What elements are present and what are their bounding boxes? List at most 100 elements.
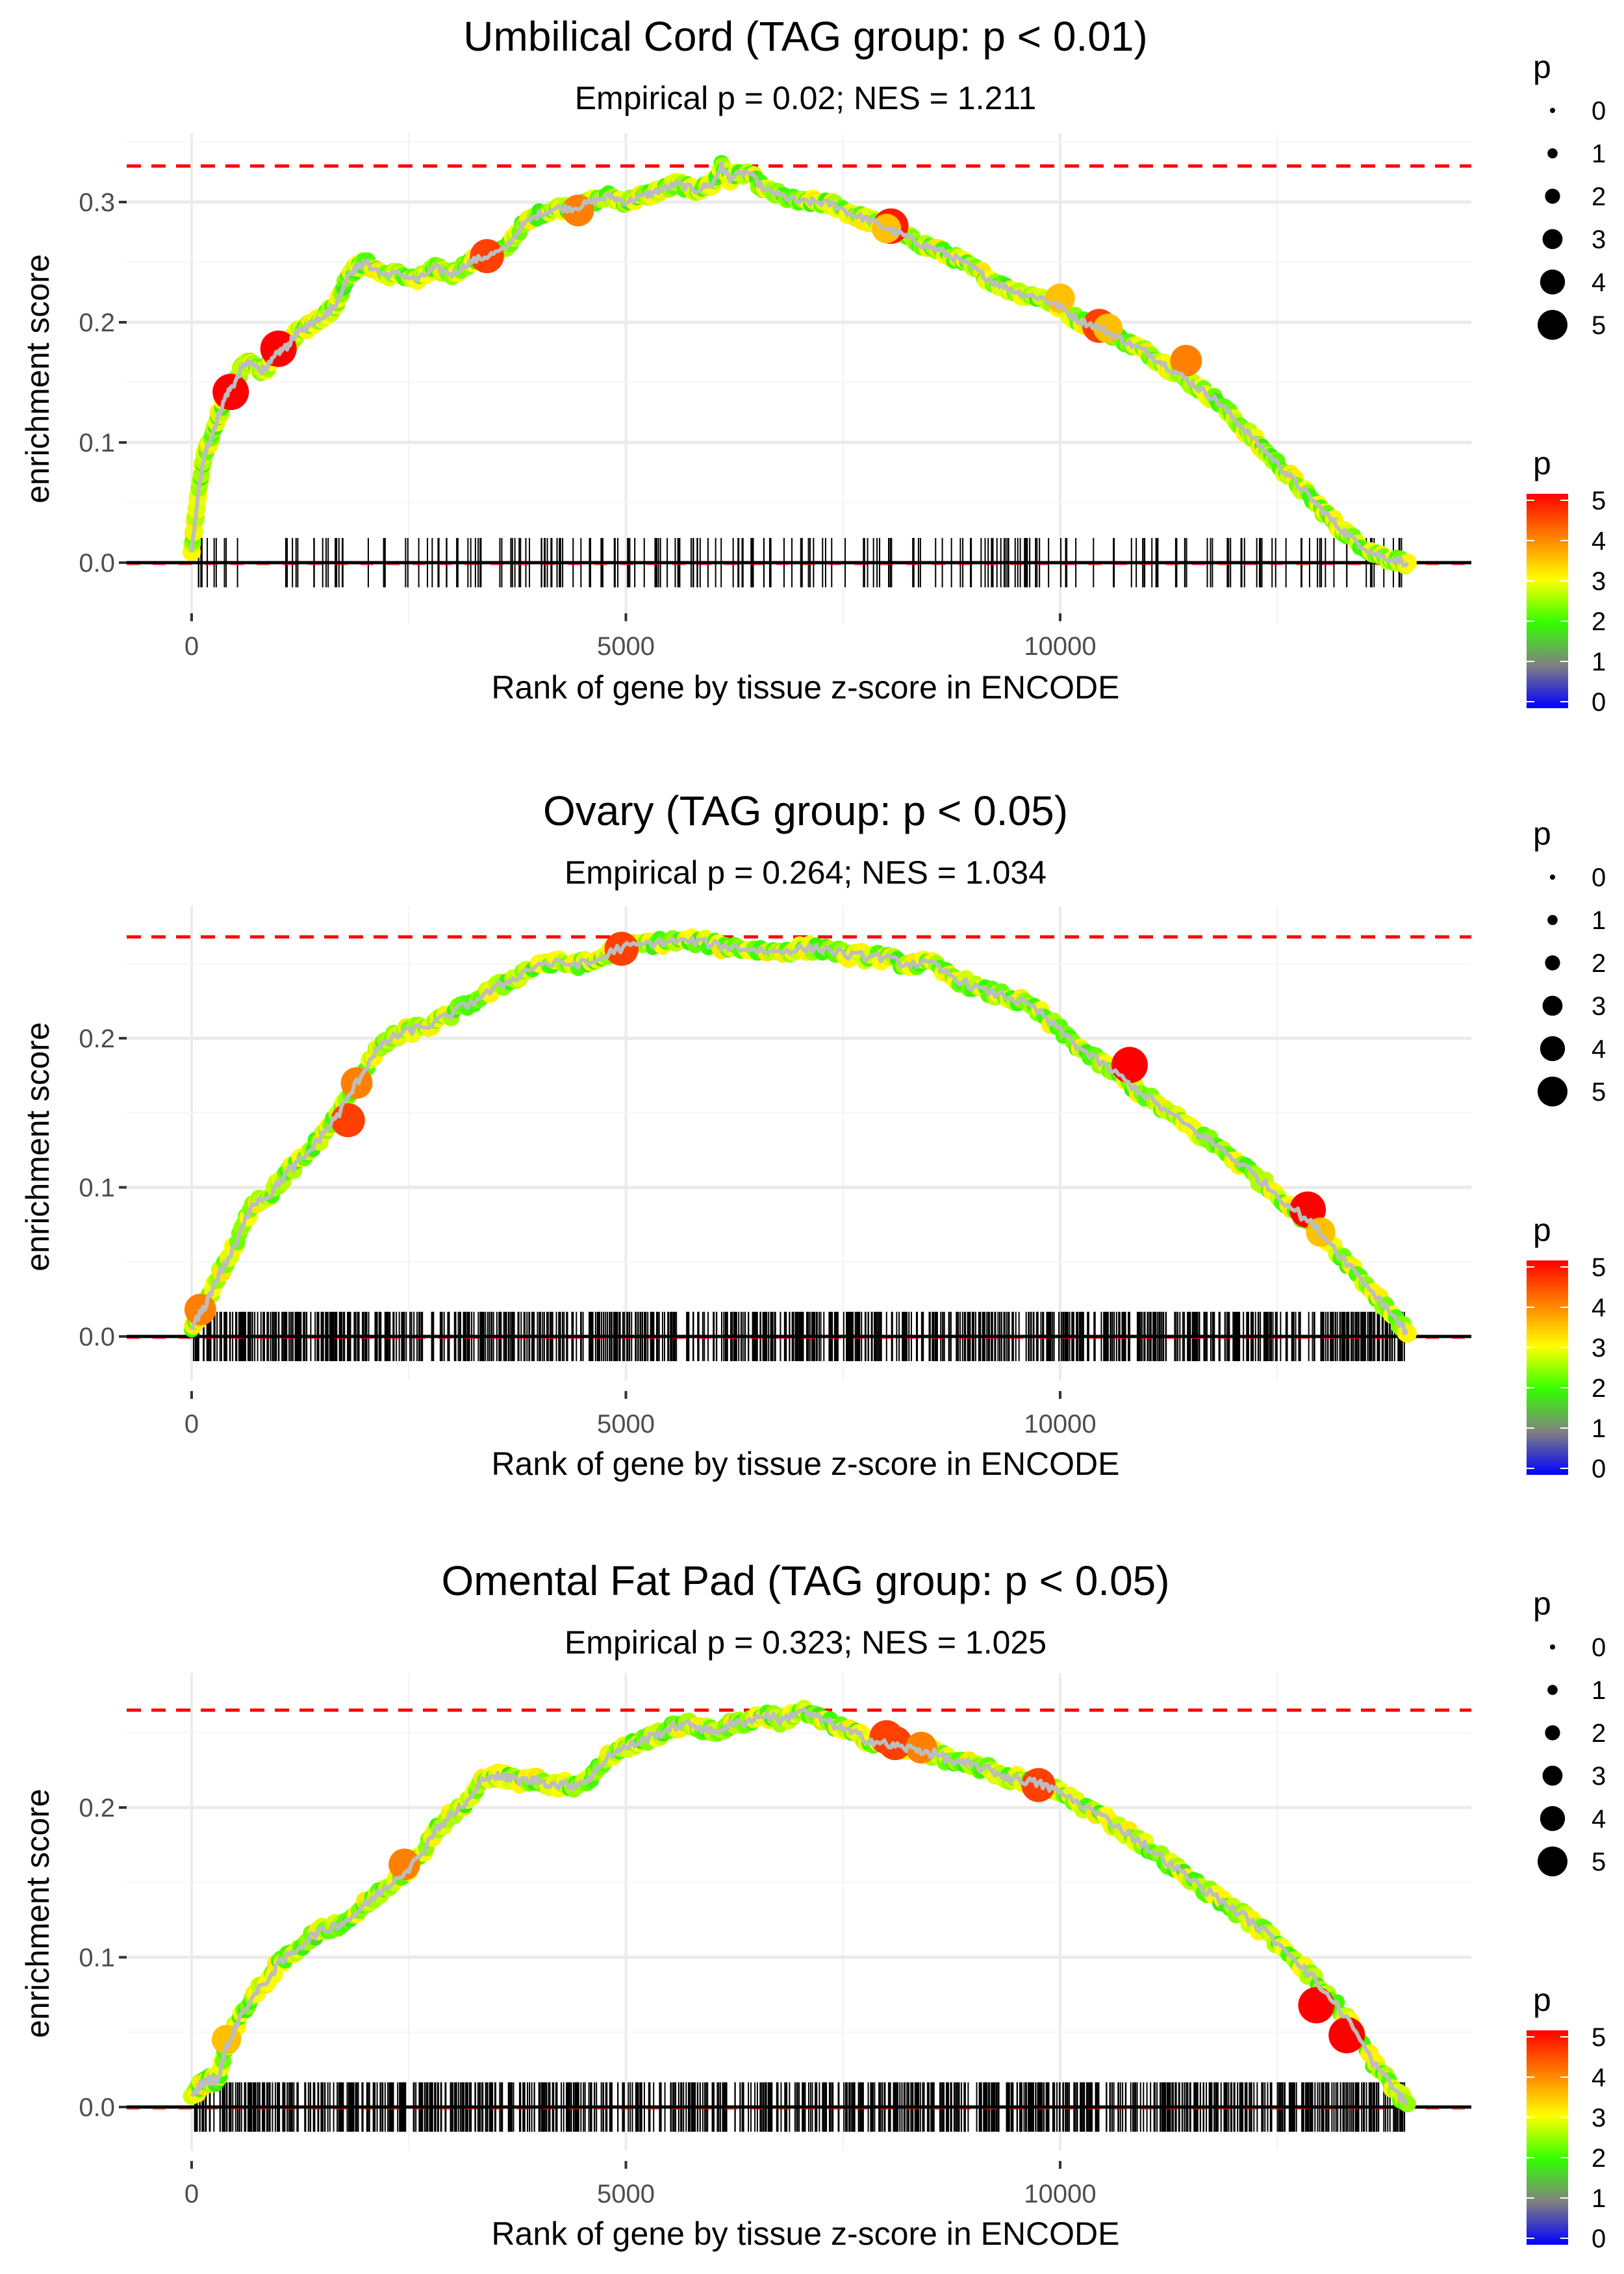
x-tick-label: 0 (184, 1410, 199, 1438)
color-legend-title: p (1533, 1982, 1551, 2018)
y-tick-label: 0.1 (79, 1174, 115, 1203)
chart-title: Omental Fat Pad (TAG group: p < 0.05) (441, 1557, 1169, 1604)
size-legend-key (1547, 1685, 1558, 1695)
highlighted-gene-point (212, 374, 249, 411)
colorbar-label: 3 (1592, 2104, 1606, 2132)
color-legend-title: p (1533, 1212, 1551, 1248)
x-tick-label: 10000 (1024, 632, 1096, 661)
colorbar-label: 5 (1592, 487, 1606, 515)
x-tick-label: 0 (184, 2180, 199, 2208)
colorbar-label: 4 (1592, 2063, 1606, 2092)
x-tick-label: 10000 (1024, 1410, 1096, 1438)
x-tick-label: 5000 (597, 1410, 655, 1438)
colorbar-label: 0 (1592, 1455, 1606, 1483)
size-legend-title: p (1533, 49, 1551, 85)
size-legend-key (1538, 1077, 1567, 1106)
legend-group: p 0 1 2 3 4 5 p 5 4 3 2 1 0 (1527, 1585, 1606, 2253)
size-legend-label: 5 (1592, 1848, 1606, 1876)
size-legend-label: 1 (1592, 906, 1606, 935)
size-legend-key (1547, 148, 1558, 159)
y-axis-label: enrichment score (19, 1022, 56, 1271)
size-legend-key (1547, 915, 1558, 925)
size-legend-label: 0 (1592, 97, 1606, 125)
size-legend-key (1540, 1036, 1566, 1062)
size-legend-title: p (1533, 815, 1551, 852)
size-legend-label: 2 (1592, 949, 1606, 978)
size-legend-key (1540, 269, 1566, 295)
size-legend-label: 1 (1592, 1676, 1606, 1705)
colorbar (1527, 494, 1568, 708)
size-legend-key (1545, 1725, 1560, 1741)
colorbar-label: 3 (1592, 1334, 1606, 1362)
size-legend-label: 2 (1592, 1719, 1606, 1748)
size-legend-key (1542, 229, 1563, 249)
colorbar-label: 2 (1592, 2144, 1606, 2173)
highlighted-gene-point (1298, 1987, 1335, 2024)
enrichment-score-line (190, 160, 1410, 568)
size-legend-key (1550, 1644, 1555, 1650)
colorbar-label: 3 (1592, 567, 1606, 596)
size-legend-key (1545, 955, 1560, 971)
x-axis-label: Rank of gene by tissue z-score in ENCODE (491, 2216, 1119, 2252)
colorbar (1527, 2030, 1568, 2245)
colorbar-label: 4 (1592, 527, 1606, 556)
gridlines (127, 1673, 1471, 2151)
size-legend-title: p (1533, 1585, 1551, 1622)
enrichment-score-line (190, 1706, 1409, 2106)
y-tick-label: 0.2 (79, 1794, 115, 1822)
legend-group: p 0 1 2 3 4 5 p 5 4 3 2 1 0 (1527, 49, 1606, 717)
colorbar-label: 0 (1592, 688, 1606, 717)
highlighted-gene-point (1111, 1047, 1148, 1084)
y-tick-label: 0.0 (79, 2093, 115, 2122)
gene-points (184, 928, 1417, 1343)
size-legend-label: 3 (1592, 225, 1606, 254)
size-legend-key (1538, 310, 1567, 340)
size-legend-label: 4 (1592, 268, 1606, 297)
size-legend-label: 3 (1592, 992, 1606, 1021)
y-tick-label: 0.2 (79, 309, 115, 337)
x-tick-label: 0 (184, 632, 199, 661)
colorbar-label: 0 (1592, 2225, 1606, 2253)
highlighted-gene-point (1328, 2017, 1365, 2054)
chart-title: Ovary (TAG group: p < 0.05) (543, 787, 1068, 834)
size-legend-key (1542, 1765, 1563, 1786)
x-tick-label: 5000 (597, 2180, 655, 2208)
size-legend-label: 0 (1592, 863, 1606, 892)
colorbar-label: 1 (1592, 648, 1606, 676)
colorbar-label: 1 (1592, 1414, 1606, 1443)
chart-title: Umbilical Cord (TAG group: p < 0.01) (463, 13, 1147, 60)
highlighted-gene-point (1045, 283, 1075, 313)
highlighted-gene-point (388, 1848, 420, 1880)
colorbar-label: 2 (1592, 1374, 1606, 1403)
chart-panel-3: Omental Fat Pad (TAG group: p < 0.05) Emp… (19, 1557, 1606, 2253)
y-tick-label: 0.1 (79, 429, 115, 457)
size-legend-label: 0 (1592, 1633, 1606, 1662)
x-axis-label: Rank of gene by tissue z-score in ENCODE (491, 1446, 1119, 1482)
y-axis-label: enrichment score (19, 254, 56, 504)
colorbar-label: 5 (1592, 2023, 1606, 2052)
size-legend-key (1550, 875, 1555, 880)
colorbar-label: 1 (1592, 2184, 1606, 2213)
highlighted-gene-point (1170, 344, 1202, 377)
gene-points (182, 155, 1417, 575)
y-tick-label: 0.1 (79, 1944, 115, 1973)
colorbar (1527, 1260, 1568, 1475)
size-legend-label: 1 (1592, 140, 1606, 168)
colorbar-label: 5 (1592, 1253, 1606, 1282)
chart-subtitle: Empirical p = 0.264; NES = 1.034 (565, 854, 1047, 891)
size-legend-label: 2 (1592, 183, 1606, 211)
chart-subtitle: Empirical p = 0.02; NES = 1.211 (575, 80, 1037, 116)
colorbar-label: 2 (1592, 607, 1606, 636)
chart-subtitle: Empirical p = 0.323; NES = 1.025 (565, 1624, 1047, 1661)
y-tick-label: 0.0 (79, 549, 115, 578)
x-axis-label: Rank of gene by tissue z-score in ENCODE (491, 669, 1119, 706)
size-legend-key (1538, 1846, 1567, 1876)
size-legend-label: 3 (1592, 1762, 1606, 1791)
size-legend-label: 4 (1592, 1035, 1606, 1064)
x-tick-label: 5000 (597, 632, 655, 661)
x-tick-label: 10000 (1024, 2180, 1096, 2208)
size-legend-key (1550, 108, 1555, 113)
size-legend-key (1542, 995, 1563, 1016)
y-tick-label: 0.3 (79, 188, 115, 217)
